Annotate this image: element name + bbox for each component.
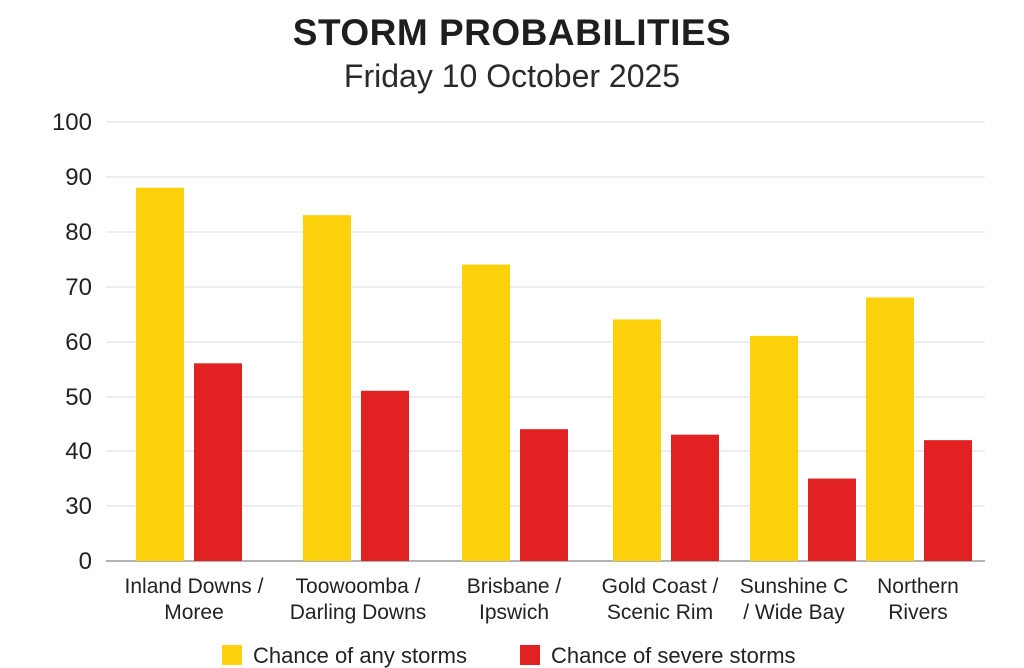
y-tick-label: 100 bbox=[52, 109, 92, 136]
y-tick-label: 50 bbox=[65, 384, 92, 411]
y-tick-label: 80 bbox=[65, 219, 92, 246]
bar-severe-storms bbox=[808, 478, 856, 561]
bar-any-storms bbox=[462, 264, 510, 561]
legend-swatch bbox=[520, 645, 540, 665]
bar-severe-storms bbox=[520, 429, 568, 561]
y-tick-label: 30 bbox=[65, 493, 92, 520]
chart-subtitle: Friday 10 October 2025 bbox=[343, 58, 681, 94]
bar-any-storms bbox=[750, 335, 798, 561]
x-category-label: Toowoomba / bbox=[296, 575, 421, 598]
x-category-label: Darling Downs bbox=[290, 601, 427, 624]
x-category-label: / Wide Bay bbox=[743, 601, 845, 624]
bar-any-storms bbox=[613, 319, 661, 561]
bar-any-storms bbox=[866, 297, 914, 561]
x-category-label: Rivers bbox=[888, 601, 948, 624]
x-category-label: Ipswich bbox=[479, 601, 549, 624]
chart-title: STORM PROBABILITIES bbox=[292, 12, 732, 53]
bar-severe-storms bbox=[194, 363, 242, 561]
y-tick-label: 70 bbox=[65, 274, 92, 301]
y-tick-label: 90 bbox=[65, 164, 92, 191]
bar-severe-storms bbox=[361, 390, 409, 561]
x-category-label: Brisbane / bbox=[467, 575, 562, 598]
y-tick-label: 0 bbox=[79, 548, 92, 575]
legend-swatch bbox=[222, 645, 242, 665]
y-tick-label: 60 bbox=[65, 329, 92, 356]
bar-severe-storms bbox=[924, 440, 972, 561]
x-category-label: Scenic Rim bbox=[607, 601, 713, 624]
y-tick-label: 40 bbox=[65, 438, 92, 465]
legend-label: Chance of severe storms bbox=[551, 643, 796, 668]
bar-severe-storms bbox=[671, 434, 719, 561]
x-category-label: Gold Coast / bbox=[602, 575, 719, 598]
x-category-label: Moree bbox=[164, 601, 224, 624]
bar-any-storms bbox=[303, 215, 351, 561]
x-category-label: Sunshine C bbox=[740, 575, 849, 598]
legend-label: Chance of any storms bbox=[253, 643, 467, 668]
bar-any-storms bbox=[136, 187, 184, 561]
x-category-label: Inland Downs / bbox=[125, 575, 264, 598]
x-category-label: Northern bbox=[877, 575, 959, 598]
